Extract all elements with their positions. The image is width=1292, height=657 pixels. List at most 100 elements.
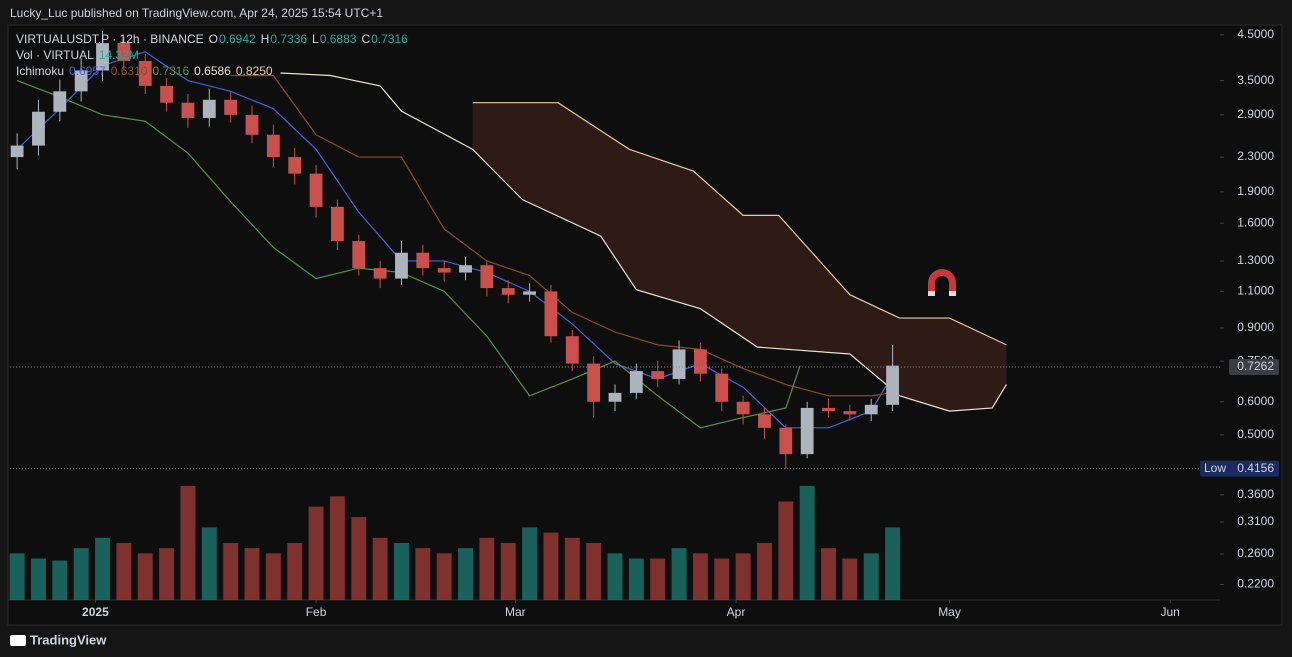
y-tick-label: 0.2200 xyxy=(1237,577,1274,591)
low-label: 0.4156 xyxy=(1237,461,1274,475)
volume-bar xyxy=(223,542,239,600)
chart-pane xyxy=(7,24,1283,626)
volume-bar xyxy=(30,558,46,600)
volume-bar xyxy=(778,501,794,600)
candle-body xyxy=(117,43,131,61)
y-tick-label: 1.6000 xyxy=(1237,215,1274,229)
low-name: Low xyxy=(1204,461,1226,475)
candle-body xyxy=(694,349,707,374)
candle-body xyxy=(266,134,280,158)
x-tick-label: Feb xyxy=(306,605,327,619)
volume-bar xyxy=(436,553,452,600)
volume-bar xyxy=(137,553,153,600)
volume-bar xyxy=(885,527,901,600)
magnet-icon xyxy=(928,269,956,296)
volume-bar xyxy=(265,553,281,600)
candle-body xyxy=(373,268,387,279)
candle-body xyxy=(544,291,558,337)
magnet xyxy=(928,269,956,293)
volume-bar xyxy=(842,558,858,600)
y-tick-label: 0.3600 xyxy=(1237,487,1274,501)
candle-body xyxy=(822,407,835,412)
symbol: VIRTUALUSDT.P · 12h · BINANCE xyxy=(16,32,204,46)
x-tick-label: Mar xyxy=(505,605,526,619)
ohlc-value: 0.6942 xyxy=(218,32,256,46)
volume-bar xyxy=(9,553,25,600)
candle-body xyxy=(245,114,259,135)
volume-bar xyxy=(522,527,538,600)
candle-body xyxy=(779,427,793,455)
volume-bar xyxy=(863,553,879,600)
volume-bar xyxy=(671,548,687,600)
candle-body xyxy=(736,401,750,415)
candle-body xyxy=(395,252,408,279)
y-tick-label: 0.6000 xyxy=(1237,394,1274,408)
volume-bar xyxy=(607,553,623,600)
volume-bar xyxy=(821,548,837,600)
x-tick-label: Apr xyxy=(727,605,746,619)
candle-body xyxy=(629,371,643,393)
candle-body xyxy=(715,373,729,402)
indicator-values: 0.6957 0.6310 0.7316 0.6586 0.8250 xyxy=(69,64,278,78)
candle-body xyxy=(651,371,665,379)
magnet-tip xyxy=(949,291,956,296)
low-box xyxy=(1200,460,1279,477)
ohlc-value: 0.6883 xyxy=(319,32,357,46)
indicator-value: 0.6586 xyxy=(194,64,231,78)
volume-bar xyxy=(756,542,772,600)
y-tick-label: 0.3100 xyxy=(1237,514,1274,528)
magnet-tip xyxy=(928,291,935,296)
ohlc: O0.6942 H0.7336 L0.6883 C0.7316 xyxy=(209,32,413,46)
x-tick-label: Jun xyxy=(1160,605,1179,619)
volume-bar xyxy=(650,558,666,600)
candle-body xyxy=(587,363,601,402)
ichimoku-cloud xyxy=(472,102,1007,412)
volume-bar xyxy=(372,537,388,600)
candle-body xyxy=(864,404,878,415)
candle-body xyxy=(202,99,216,119)
candle-body xyxy=(501,288,515,295)
candle-body xyxy=(459,265,472,273)
y-tick-label: 4.5000 xyxy=(1237,27,1274,41)
ohlc-value: 0.7316 xyxy=(371,32,408,46)
candle-body xyxy=(138,60,152,86)
y-tick-label: 0.2600 xyxy=(1237,546,1274,560)
y-tick-label: 0.5000 xyxy=(1237,427,1274,441)
volume-bar xyxy=(201,527,217,600)
candle-body xyxy=(32,111,45,146)
candle-body xyxy=(96,43,109,71)
volume-bar xyxy=(458,548,474,600)
indicator-value: 0.8250 xyxy=(235,64,273,78)
candle-body xyxy=(608,392,622,402)
ichimoku-line xyxy=(280,72,1007,412)
indicator-value: 0.6310 xyxy=(110,64,148,78)
last-price-label: 0.7262 xyxy=(1237,359,1274,373)
candle-body xyxy=(800,407,814,455)
header: Lucky_Luc published on TradingView.com, … xyxy=(10,6,383,20)
volume-bar xyxy=(393,542,409,600)
candle-body xyxy=(758,414,771,428)
candle-body xyxy=(843,411,857,415)
legend: VIRTUALUSDT.P · 12h · BINANCE O0.6942 H0.7… xyxy=(16,31,418,79)
candle-body xyxy=(416,252,430,269)
volume-bar xyxy=(329,496,345,600)
candle-body xyxy=(331,206,344,242)
candle-body xyxy=(480,265,494,289)
volume-bar xyxy=(564,537,580,600)
indicator-value: 0.6957 xyxy=(69,64,106,78)
y-tick-label: 0.9000 xyxy=(1237,320,1274,334)
volume-bar xyxy=(735,553,751,600)
ohlc-label: O xyxy=(208,32,218,46)
candle-body xyxy=(672,349,686,379)
volume-bar xyxy=(415,548,431,600)
logo-icon xyxy=(10,635,26,646)
volume-bar xyxy=(52,560,68,600)
volume-bar xyxy=(586,542,602,600)
y-tick-label: 1.9000 xyxy=(1237,184,1274,198)
volume-bar xyxy=(692,553,708,600)
plot: 4.5000 3.5000 2.9000 2.3000 1.9000 1.6000 1.30… xyxy=(9,27,1279,619)
logo-text: TradingView xyxy=(30,632,107,647)
candle-body xyxy=(181,102,195,119)
last-price-box xyxy=(1229,358,1279,375)
